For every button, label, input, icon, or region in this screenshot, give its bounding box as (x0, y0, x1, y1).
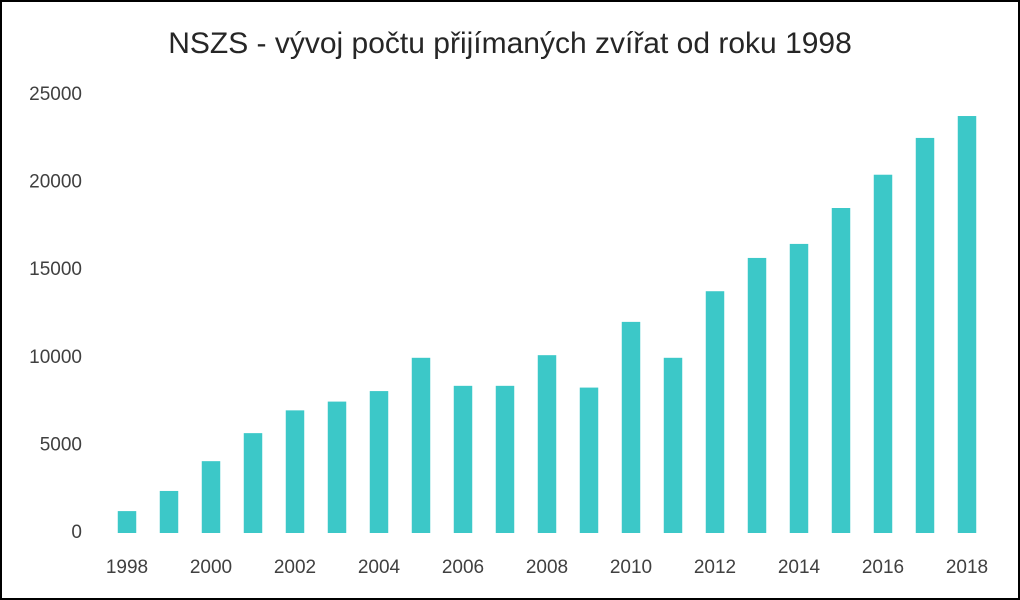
x-tick-label: 2014 (778, 557, 821, 578)
y-tick-label: 5000 (40, 434, 82, 455)
bar (285, 410, 305, 533)
bar (873, 174, 893, 533)
x-tick-label: 2004 (358, 557, 401, 578)
bar (789, 243, 809, 534)
bar (831, 208, 851, 533)
bar (705, 291, 725, 533)
x-tick-label: 2000 (190, 557, 232, 578)
x-tick-label: 2008 (526, 557, 568, 578)
y-tick-label: 10000 (29, 347, 82, 368)
bar (159, 490, 179, 533)
bar (621, 321, 641, 533)
bar (579, 387, 599, 533)
bar (369, 391, 389, 533)
bar (243, 433, 263, 533)
y-tick-label: 20000 (29, 172, 82, 193)
bar (453, 385, 473, 533)
bar (957, 116, 977, 534)
bar (201, 461, 221, 533)
x-tick-label: 1998 (106, 557, 148, 578)
y-tick-label: 25000 (29, 84, 82, 105)
bar (495, 385, 515, 533)
x-tick-label: 2012 (694, 557, 736, 578)
x-tick-label: 2016 (862, 557, 904, 578)
bar (411, 357, 431, 533)
bar (663, 357, 683, 533)
y-tick-label: 0 (71, 522, 82, 543)
x-tick-label: 2006 (442, 557, 484, 578)
bar (537, 355, 557, 533)
bar (747, 257, 767, 533)
x-tick-label: 2010 (610, 557, 652, 578)
chart-title: NSZS - vývoj počtu přijímaných zvířat od… (168, 27, 852, 60)
y-tick-label: 15000 (29, 259, 82, 280)
x-tick-label: 2002 (274, 557, 316, 578)
x-tick-label: 2018 (946, 557, 988, 578)
bar (117, 511, 137, 533)
bar (915, 137, 935, 533)
bar (327, 401, 347, 533)
